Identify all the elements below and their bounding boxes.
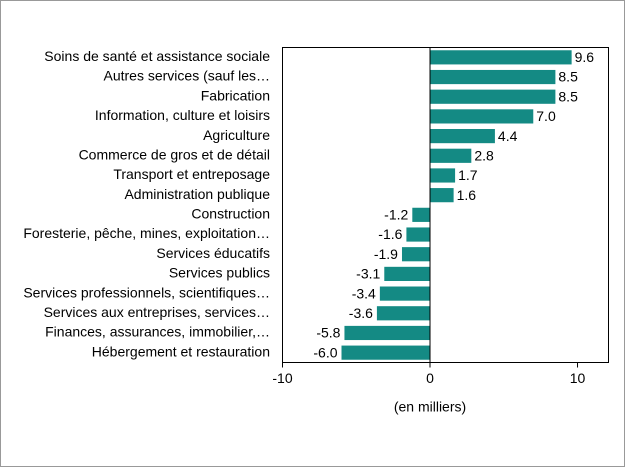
y-tick-label: Commerce de gros et de détail bbox=[79, 146, 270, 162]
plot-area bbox=[282, 47, 609, 363]
y-tick-label: Services éducatifs bbox=[156, 245, 270, 261]
value-label: 2.8 bbox=[474, 147, 494, 163]
value-label: 1.6 bbox=[457, 187, 477, 203]
bar bbox=[406, 227, 431, 242]
bar bbox=[384, 266, 431, 281]
value-label: 8.5 bbox=[558, 88, 578, 104]
bar bbox=[341, 345, 431, 360]
y-tick-label: Information, culture et loisirs bbox=[95, 107, 270, 123]
bar bbox=[344, 325, 431, 341]
value-label: -3.1 bbox=[356, 266, 380, 282]
y-tick-label: Agriculture bbox=[203, 127, 270, 143]
bar bbox=[401, 247, 431, 262]
y-tick-label: Administration publique bbox=[124, 186, 270, 202]
bar bbox=[376, 306, 431, 321]
bar bbox=[412, 207, 431, 222]
y-tick-label: Autres services (sauf les… bbox=[104, 68, 271, 84]
bar bbox=[430, 109, 534, 124]
value-label: -5.8 bbox=[316, 325, 340, 341]
bar bbox=[430, 168, 456, 183]
y-tick-label: Soins de santé et assistance sociale bbox=[44, 48, 270, 64]
value-label: 7.0 bbox=[536, 108, 556, 124]
value-label: -3.6 bbox=[349, 305, 373, 321]
x-tick-label: 0 bbox=[426, 370, 434, 386]
value-label: 4.4 bbox=[498, 128, 518, 144]
y-tick-label: Finances, assurances, immobilier,… bbox=[45, 324, 270, 340]
bar bbox=[430, 89, 556, 104]
x-axis-label: (en milliers) bbox=[394, 399, 466, 415]
value-label: -3.4 bbox=[352, 285, 376, 301]
value-label: 1.7 bbox=[458, 167, 478, 183]
x-tick-label: -10 bbox=[272, 370, 292, 386]
bar bbox=[430, 69, 556, 85]
y-tick-label: Foresterie, pêche, mines, exploitation… bbox=[23, 225, 270, 241]
y-tick-label: Hébergement et restauration bbox=[92, 343, 270, 359]
value-label: -6.0 bbox=[313, 344, 337, 360]
y-tick-label: Services professionnels, scientifiques… bbox=[23, 284, 270, 300]
bar bbox=[430, 50, 572, 65]
y-tick-label: Fabrication bbox=[201, 87, 270, 103]
y-tick-label: Construction bbox=[191, 206, 270, 222]
x-tick-label: 10 bbox=[570, 370, 586, 386]
bar bbox=[430, 188, 454, 203]
value-label: -1.6 bbox=[378, 226, 402, 242]
y-tick-label: Services aux entreprises, services… bbox=[44, 304, 270, 320]
value-label: 9.6 bbox=[575, 49, 595, 65]
bar bbox=[379, 286, 431, 301]
value-label: -1.9 bbox=[374, 246, 398, 262]
bar bbox=[430, 148, 472, 163]
bar bbox=[430, 129, 495, 144]
y-tick-label: Services publics bbox=[169, 265, 270, 281]
y-tick-label: Transport et entreposage bbox=[113, 166, 270, 182]
value-label: -1.2 bbox=[384, 207, 408, 223]
value-label: 8.5 bbox=[558, 69, 578, 85]
